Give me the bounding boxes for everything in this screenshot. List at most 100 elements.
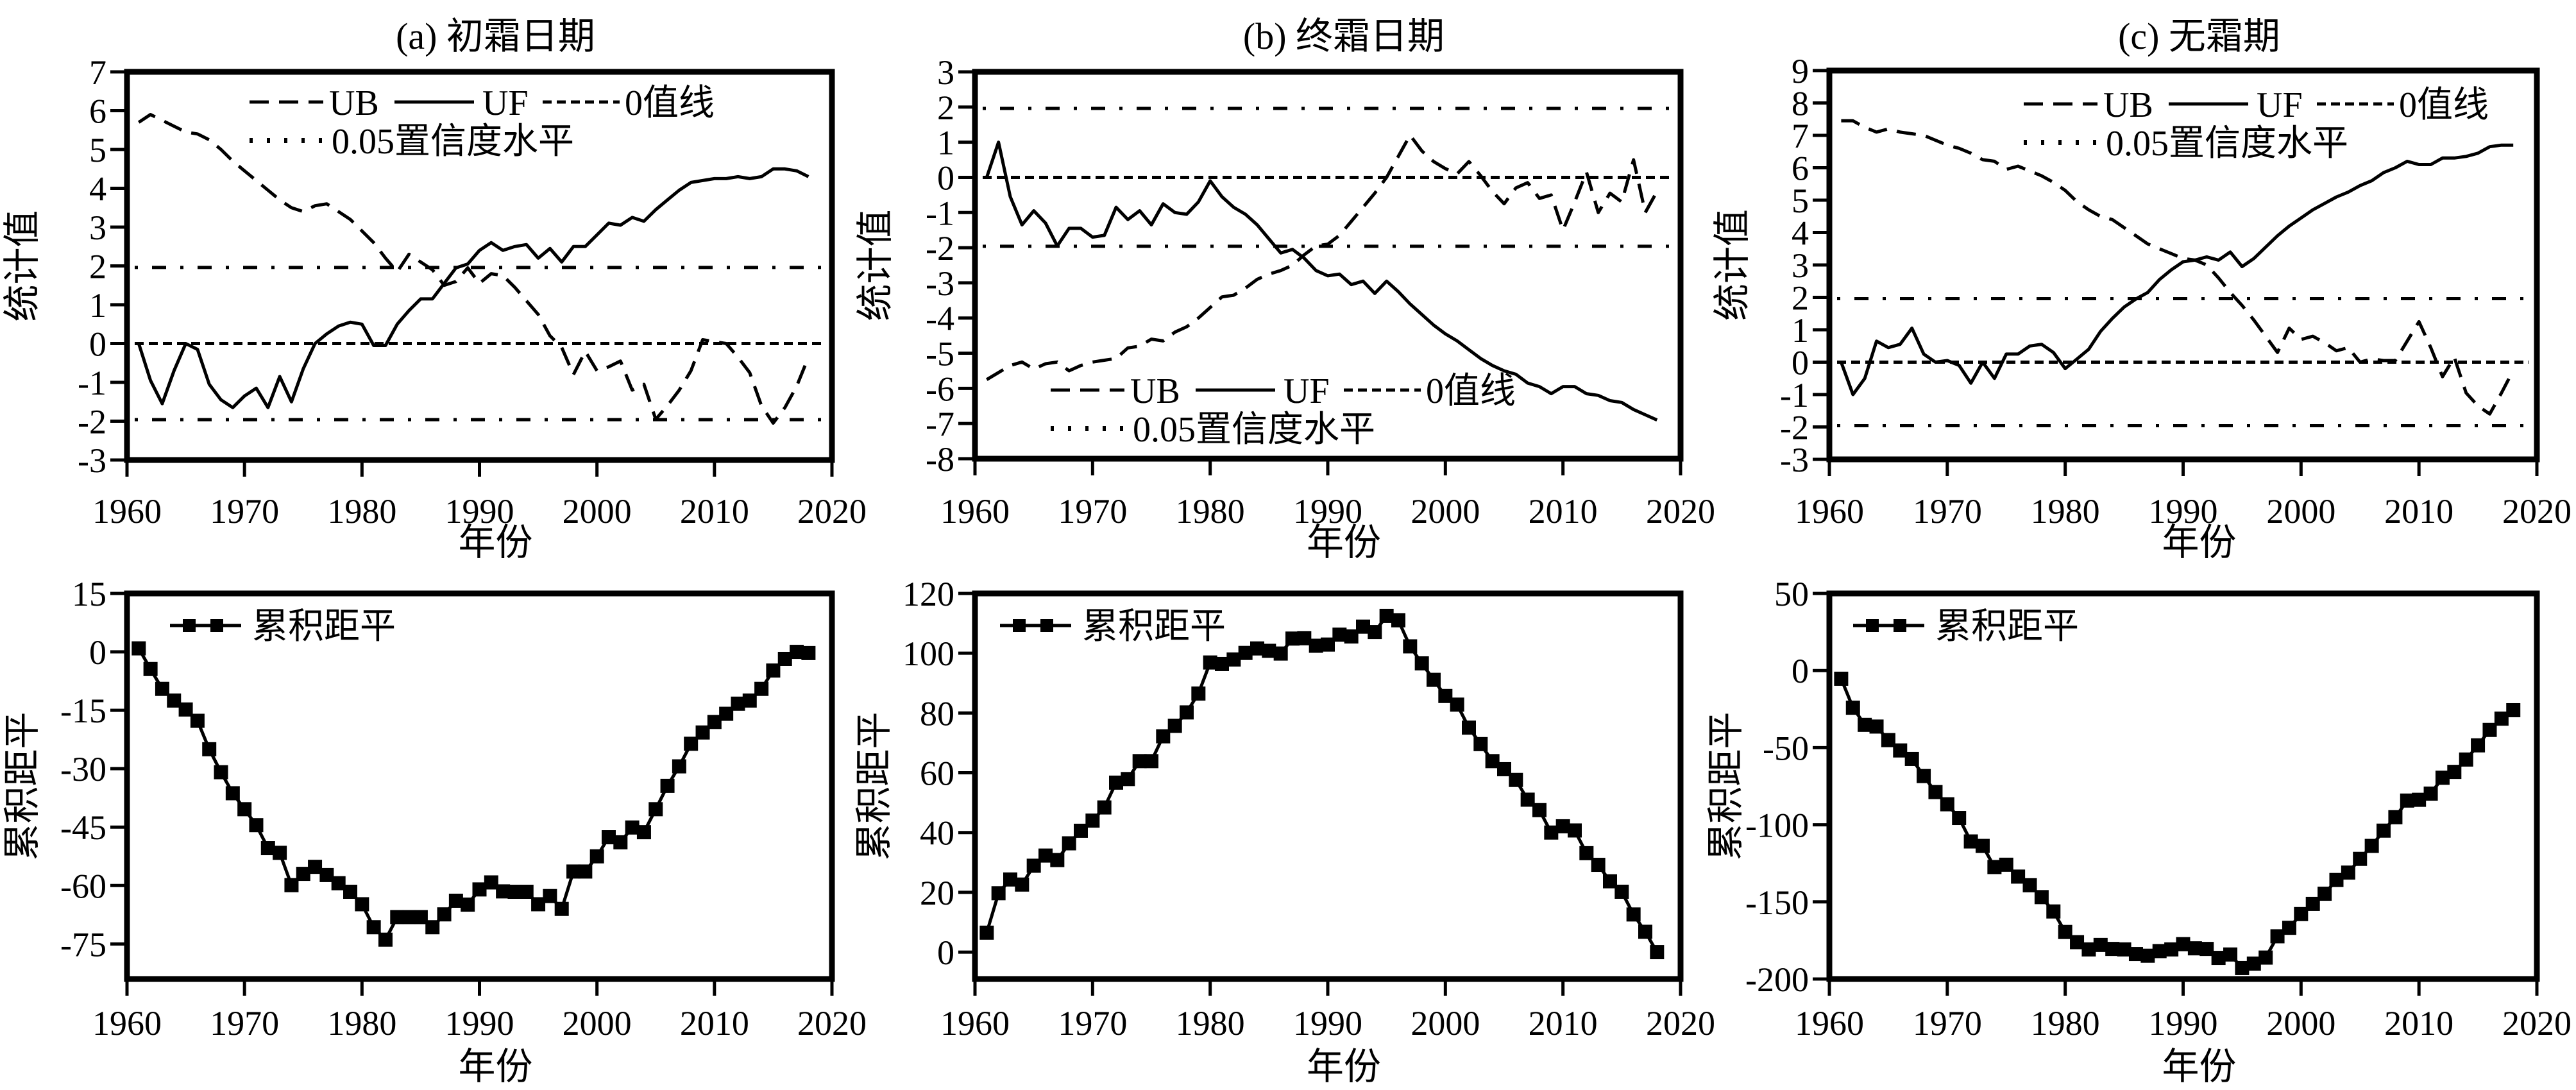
x-tick-label: 1970 bbox=[210, 492, 279, 531]
y-tick-label: 9 bbox=[1792, 52, 1809, 90]
legend-zero-line-label: 0值线 bbox=[2399, 85, 2489, 125]
data-point-marker bbox=[1650, 945, 1665, 960]
data-point-marker bbox=[2258, 950, 2273, 965]
data-point-marker bbox=[1999, 857, 2013, 872]
data-point-marker bbox=[2011, 869, 2026, 884]
data-point-marker bbox=[355, 897, 369, 912]
data-point-marker bbox=[2199, 942, 2214, 957]
data-point-marker bbox=[1321, 637, 1335, 652]
data-point-marker bbox=[366, 920, 381, 935]
data-point-marker bbox=[1180, 705, 1194, 720]
data-point-marker bbox=[2282, 921, 2296, 935]
x-tick-label: 2010 bbox=[1529, 1004, 1598, 1043]
x-axis-label: 年份 bbox=[2162, 1046, 2236, 1087]
data-point-marker bbox=[249, 818, 264, 833]
legend-label: 累积距平 bbox=[1935, 607, 2079, 647]
data-point-marker bbox=[601, 830, 616, 845]
data-point-marker bbox=[2412, 792, 2427, 807]
data-point-marker bbox=[1085, 813, 1100, 828]
data-point-marker bbox=[214, 765, 228, 779]
data-point-marker bbox=[1062, 836, 1076, 851]
y-tick-label: 4 bbox=[1792, 214, 1809, 253]
data-point-marker bbox=[1485, 754, 1500, 769]
data-point-marker bbox=[1532, 803, 1546, 817]
data-point-marker bbox=[1555, 819, 1570, 833]
y-tick-label: -150 bbox=[1745, 883, 1809, 922]
series-line-UB bbox=[986, 133, 1659, 381]
y-axis-label: 累积距平 bbox=[1, 711, 43, 860]
x-tick-label: 2010 bbox=[2384, 492, 2453, 531]
data-point-marker bbox=[1858, 717, 1872, 732]
data-point-marker bbox=[2176, 937, 2190, 951]
data-point-marker bbox=[589, 849, 604, 864]
y-tick-label: -50 bbox=[1763, 729, 1809, 767]
y-tick-label: 100 bbox=[902, 634, 954, 673]
data-point-marker bbox=[1379, 608, 1394, 623]
data-point-marker bbox=[1285, 631, 1300, 646]
data-point-marker bbox=[2318, 887, 2332, 901]
chart-title: (b) 终霜日期 bbox=[1243, 15, 1445, 57]
x-tick-label: 1990 bbox=[2149, 1004, 2218, 1043]
data-point-marker bbox=[1834, 671, 1849, 686]
data-point-marker bbox=[1520, 792, 1535, 807]
data-point-marker bbox=[2046, 904, 2061, 919]
data-point-marker bbox=[1893, 743, 1908, 758]
data-point-marker bbox=[1391, 613, 1405, 627]
data-point-marker bbox=[1038, 848, 1053, 863]
data-point-marker bbox=[2447, 765, 2462, 779]
data-point-marker bbox=[1203, 655, 1217, 670]
legend-confidence-level-label: 0.05置信度水平 bbox=[2106, 124, 2348, 164]
data-point-marker bbox=[402, 910, 416, 924]
data-point-marker bbox=[991, 886, 1006, 901]
data-point-marker bbox=[1579, 846, 1594, 860]
data-point-marker bbox=[1262, 643, 1276, 658]
data-point-marker bbox=[695, 725, 710, 740]
data-point-marker bbox=[260, 841, 275, 856]
data-point-marker bbox=[2353, 851, 2368, 866]
y-tick-label: -1 bbox=[78, 364, 106, 402]
legend-swatch-marker bbox=[1866, 619, 1879, 632]
data-point-marker bbox=[190, 713, 205, 728]
data-point-marker bbox=[1309, 638, 1323, 653]
data-point-marker bbox=[2223, 947, 2238, 962]
x-tick-label: 1980 bbox=[2031, 1004, 2100, 1043]
y-tick-label: 2 bbox=[89, 248, 106, 286]
x-tick-label: 2020 bbox=[1646, 1004, 1715, 1043]
data-point-marker bbox=[284, 878, 299, 892]
y-tick-label: 1 bbox=[89, 286, 106, 325]
x-tick-label: 1980 bbox=[327, 1004, 396, 1043]
series-line-UF bbox=[1840, 143, 2514, 396]
data-point-marker bbox=[273, 846, 287, 860]
y-tick-label: 0 bbox=[937, 158, 954, 197]
y-tick-label: -1 bbox=[1780, 376, 1809, 414]
data-point-marker bbox=[1226, 652, 1241, 667]
y-axis-label: 累积距平 bbox=[1705, 711, 1747, 860]
y-tick-label: 3 bbox=[89, 209, 106, 247]
legend-ub-label: UB bbox=[2103, 85, 2153, 125]
y-tick-label: -6 bbox=[926, 370, 954, 408]
data-point-marker bbox=[319, 867, 334, 882]
data-point-marker bbox=[2459, 752, 2473, 767]
data-point-marker bbox=[1332, 627, 1347, 642]
data-point-marker bbox=[2246, 956, 2261, 971]
legend-label: 累积距平 bbox=[1082, 607, 1226, 647]
legend-swatch-marker bbox=[1040, 619, 1053, 632]
y-tick-label: -3 bbox=[78, 441, 106, 480]
data-point-marker bbox=[2235, 960, 2250, 975]
data-point-marker bbox=[684, 737, 699, 751]
data-point-marker bbox=[237, 802, 252, 817]
data-point-marker bbox=[507, 885, 522, 899]
x-tick-label: 2010 bbox=[680, 492, 749, 531]
x-tick-label: 1970 bbox=[1058, 492, 1127, 531]
data-point-marker bbox=[496, 884, 511, 899]
y-tick-label: 3 bbox=[937, 53, 954, 92]
x-tick-label: 2000 bbox=[563, 492, 632, 531]
chart-panel-6: 1960 1970 1980 1990 2000 2010 2020 -200 -150 -100… bbox=[1705, 575, 2572, 1087]
data-point-marker bbox=[343, 885, 358, 899]
data-point-marker bbox=[2506, 703, 2521, 717]
y-axis-label: 累积距平 bbox=[853, 711, 895, 860]
data-point-marker bbox=[531, 897, 546, 912]
data-point-marker bbox=[2128, 947, 2143, 962]
data-point-marker bbox=[1050, 853, 1065, 867]
data-point-marker bbox=[1109, 775, 1123, 790]
